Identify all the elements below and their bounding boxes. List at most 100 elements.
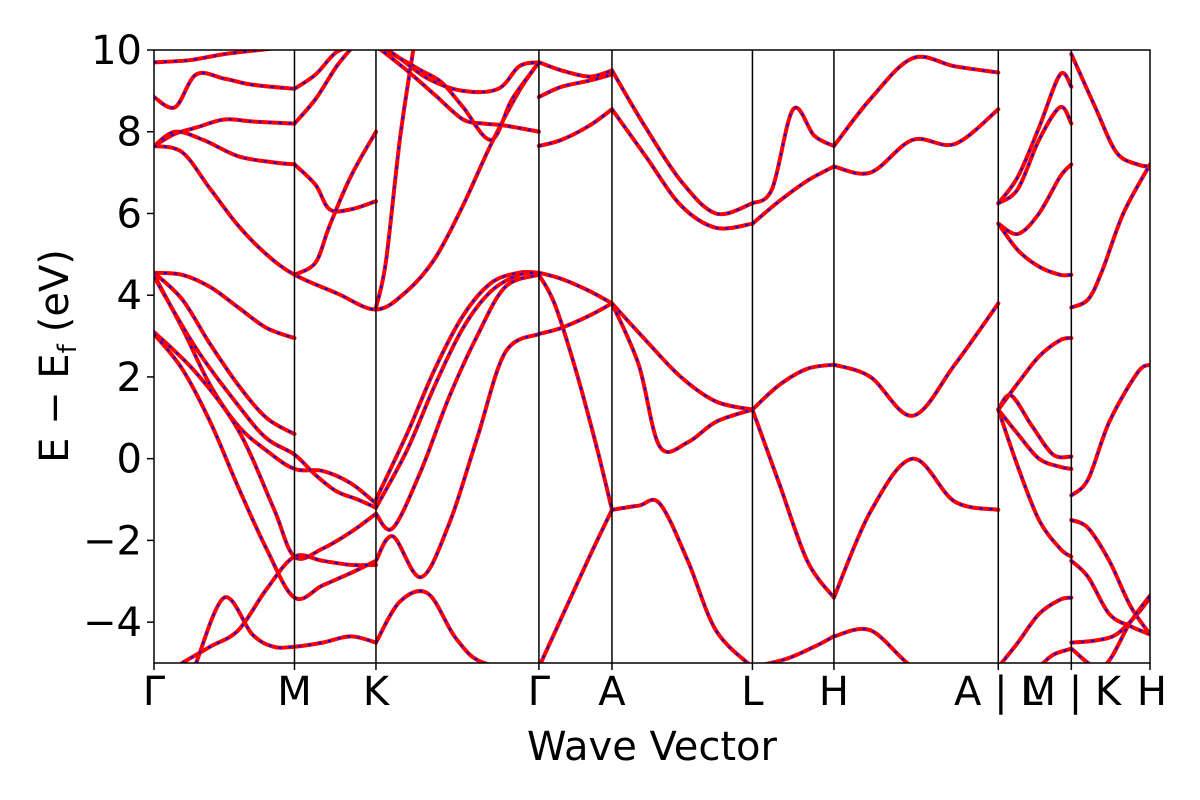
band-line-14 [154,270,297,437]
band-line-overlay-49 [997,106,1073,205]
band-line-27 [536,72,614,99]
x-tick-label: H [1137,669,1167,715]
band-line-32 [538,507,614,663]
band-line-59 [1069,162,1150,310]
band-line-23 [374,272,541,532]
band-line-60 [1069,362,1150,498]
band-line-overlay-3 [154,130,295,166]
band-line-overlay-4 [293,50,344,90]
band-line-overlay-24 [375,333,540,579]
band-line-overlay-39 [751,165,835,225]
band-line-30 [536,301,614,336]
band-line-24 [374,332,541,580]
plot-frame [153,49,1151,664]
band-line-overlay-10 [381,50,540,141]
x-tick-label: A | L [954,669,1043,715]
band-line-41 [750,407,836,600]
band-line-overlay-21 [375,270,539,500]
band-line-overlay-52 [997,337,1072,411]
band-line-overlay-37 [611,498,750,663]
band-line-29 [536,270,614,306]
band-line-overlay-35 [611,302,753,411]
band-line-46 [831,456,1001,600]
band-line-overlay-45 [833,302,1000,417]
y-axis-label-subscript: f [53,343,83,353]
band-line-overlay-36 [611,303,753,453]
band-line-overlay-59 [1070,163,1150,309]
y-tick-label: 0 [117,437,142,483]
band-line-overlay-54 [997,408,1072,470]
band-line-57 [1040,646,1074,663]
x-tick-label: Γ [143,669,166,715]
band-line-overlay-32 [539,509,613,663]
band-line-overlay-15 [154,274,377,505]
band-line-overlay-42 [766,635,835,663]
x-tick-label: L [741,669,764,715]
band-line-overlay-12 [386,50,540,94]
band-line-7 [292,129,378,277]
band-line-58 [1069,52,1150,169]
y-axis-label: E − Ef (eV) [32,249,83,463]
band-line-44 [831,107,1001,176]
band-line-overlay-13 [154,271,295,340]
band-line-overlay-33 [611,69,753,216]
band-line-17 [154,330,378,561]
band-line-overlay-6 [293,163,377,213]
band-line-35 [610,301,755,412]
y-tick-label: 6 [117,191,142,237]
band-line-overlay-27 [538,73,613,98]
y-tick-label: 10 [91,28,142,74]
band-line-overlay-34 [611,108,753,230]
band-line-22 [374,270,541,510]
band-line-overlay-38 [751,106,835,205]
band-line-overlay-56 [1000,596,1072,663]
y-axis-label-unit: (eV) [32,249,78,332]
x-axis: Γ M K Γ A L H A | LM | K H [143,663,1167,715]
band-line-overlay-28 [538,108,613,147]
band-line-overlay-55 [997,409,1072,558]
x-axis-label: Wave Vector [527,724,778,770]
band-line-28 [536,107,614,148]
band-line-overlay-0 [154,50,268,64]
band-line-37 [610,497,751,663]
band-line-overlay-22 [375,271,540,509]
band-line-overlay-53 [997,394,1072,459]
band-line-39 [750,164,836,226]
band-line-overlay-51 [997,223,1072,277]
band-line-overlay-20 [195,596,377,663]
band-line-overlay-61 [1070,519,1150,635]
band-line-overlay-31 [538,274,613,511]
y-tick-label: 2 [117,355,142,401]
band-line-26 [536,60,614,79]
band-line-overlay-43 [833,55,999,147]
band-line-overlay-60 [1070,363,1150,497]
x-tick-label: Γ [528,669,551,715]
y-tick-label: 8 [117,110,142,156]
band-line-52 [996,336,1074,412]
band-line-overlay-50 [997,163,1073,236]
band-line-overlay-46 [832,457,999,598]
band-line-16 [154,274,378,510]
band-line-11 [377,50,541,134]
x-tick-label: M [277,669,312,715]
band-line-47 [831,626,911,663]
band-line-overlay-64 [1070,594,1150,663]
band-line-overlay-26 [538,61,613,78]
band-line-20 [194,595,378,663]
y-tick-label: −2 [83,518,142,564]
band-line-overlay-44 [833,108,999,175]
band-line-56 [999,595,1074,663]
x-tick-label: H [819,669,849,715]
band-line-62 [1069,558,1150,637]
band-line-25 [374,589,494,663]
band-line-18 [154,332,378,601]
band-lines [154,50,1150,663]
y-axis: −4 −2 0 2 4 6 8 10 [83,28,154,646]
x-tick-label: K [363,669,391,715]
band-line-13 [154,270,297,341]
band-line-overlay-58 [1070,53,1150,168]
band-line-33 [610,68,755,217]
band-line-48 [996,70,1074,206]
band-line-45 [831,301,1001,418]
